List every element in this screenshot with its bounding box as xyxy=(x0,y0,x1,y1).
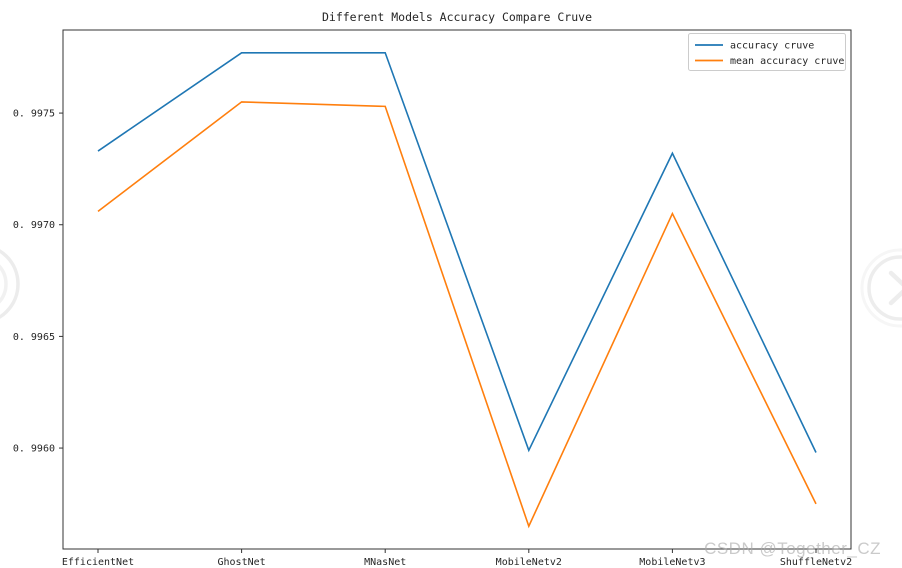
x-tick-label-GhostNet: GhostNet xyxy=(218,557,266,568)
y-tick-label: 0. 9975 xyxy=(13,109,55,120)
x-tick-label-MobileNetv2: MobileNetv2 xyxy=(496,557,562,568)
x-tick-label-ShuffleNetv2: ShuffleNetv2 xyxy=(780,557,852,568)
axes-spines xyxy=(62,29,852,550)
chevron-right-circle-icon xyxy=(860,248,902,328)
legend-box xyxy=(688,33,846,71)
plot-area: 0. 9960 0. 9965 0. 9970 0. 9975 EfficientNet… xyxy=(13,29,852,568)
carousel-prev-button[interactable] xyxy=(0,235,30,355)
y-tick-label: 0. 9965 xyxy=(13,332,55,343)
series-line-accuracy-cruve xyxy=(97,51,817,453)
y-tick-label: 0. 9960 xyxy=(13,444,55,455)
legend-label-mean-accuracy-cruve: mean accuracy cruve xyxy=(730,56,844,67)
csdn-watermark: CSDN @Together_CZ xyxy=(704,539,881,558)
carousel-next-button[interactable] xyxy=(850,235,902,355)
x-tick-label-MobileNetv3: MobileNetv3 xyxy=(639,557,705,568)
y-tick-label: 0. 9970 xyxy=(13,220,55,231)
series-line-mean-accuracy-cruve xyxy=(97,101,817,529)
chart-title: Different Models Accuracy Compare Cruve xyxy=(322,10,592,24)
chevron-left-circle-icon xyxy=(0,249,20,319)
x-tick-label-MNasNet: MNasNet xyxy=(364,557,406,568)
legend: accuracy cruve mean accuracy cruve xyxy=(688,33,846,71)
legend-label-accuracy-cruve: accuracy cruve xyxy=(730,41,814,52)
x-tick-label-EfficientNet: EfficientNet xyxy=(62,557,134,568)
